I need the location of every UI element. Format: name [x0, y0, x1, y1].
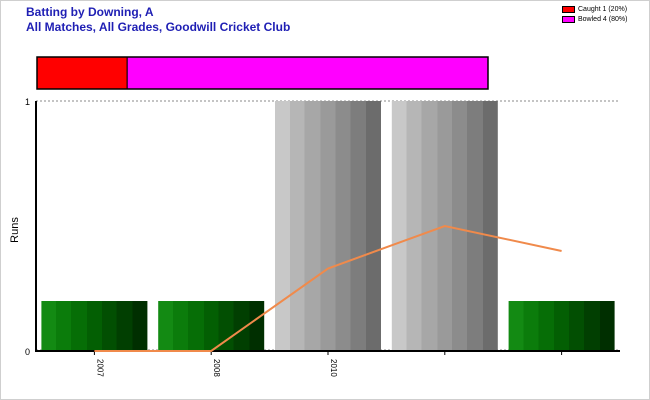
x-tick-label-2: 2010 — [329, 359, 338, 377]
chart-title: Batting by Downing, A — [26, 5, 154, 19]
x-tick-label-1: 2008 — [212, 359, 221, 377]
legend-swatch-caught — [562, 5, 575, 13]
bar-0 — [41, 301, 148, 350]
dismissal-segment-caught — [36, 56, 128, 90]
plot-area: 2007 2008 2010 — [35, 100, 620, 377]
x-tick-label-0: 2007 — [95, 359, 104, 377]
legend-swatch-bowled — [562, 15, 575, 23]
y-axis-label: Runs — [9, 217, 21, 243]
dismissal-segment-bowled — [126, 56, 489, 90]
y-tick-label-1: 1 — [25, 97, 30, 107]
legend-item-bowled: Bowled 4 (80%) — [562, 14, 627, 24]
legend: Caught 1 (20%) Bowled 4 (80%) — [562, 4, 627, 24]
trend-line — [94, 224, 562, 352]
chart-subtitle: All Matches, All Grades, Goodwill Cricke… — [26, 20, 291, 34]
legend-item-caught: Caught 1 (20%) — [562, 4, 627, 14]
bar-4 — [508, 301, 615, 350]
legend-label-bowled: Bowled 4 (80%) — [578, 15, 628, 23]
y-tick-label-0: 0 — [25, 347, 30, 357]
legend-label-caught: Caught 1 (20%) — [578, 5, 628, 13]
dismissal-bar-outline — [36, 56, 489, 90]
bar-2 — [275, 101, 381, 350]
dismissal-bar — [36, 56, 489, 90]
